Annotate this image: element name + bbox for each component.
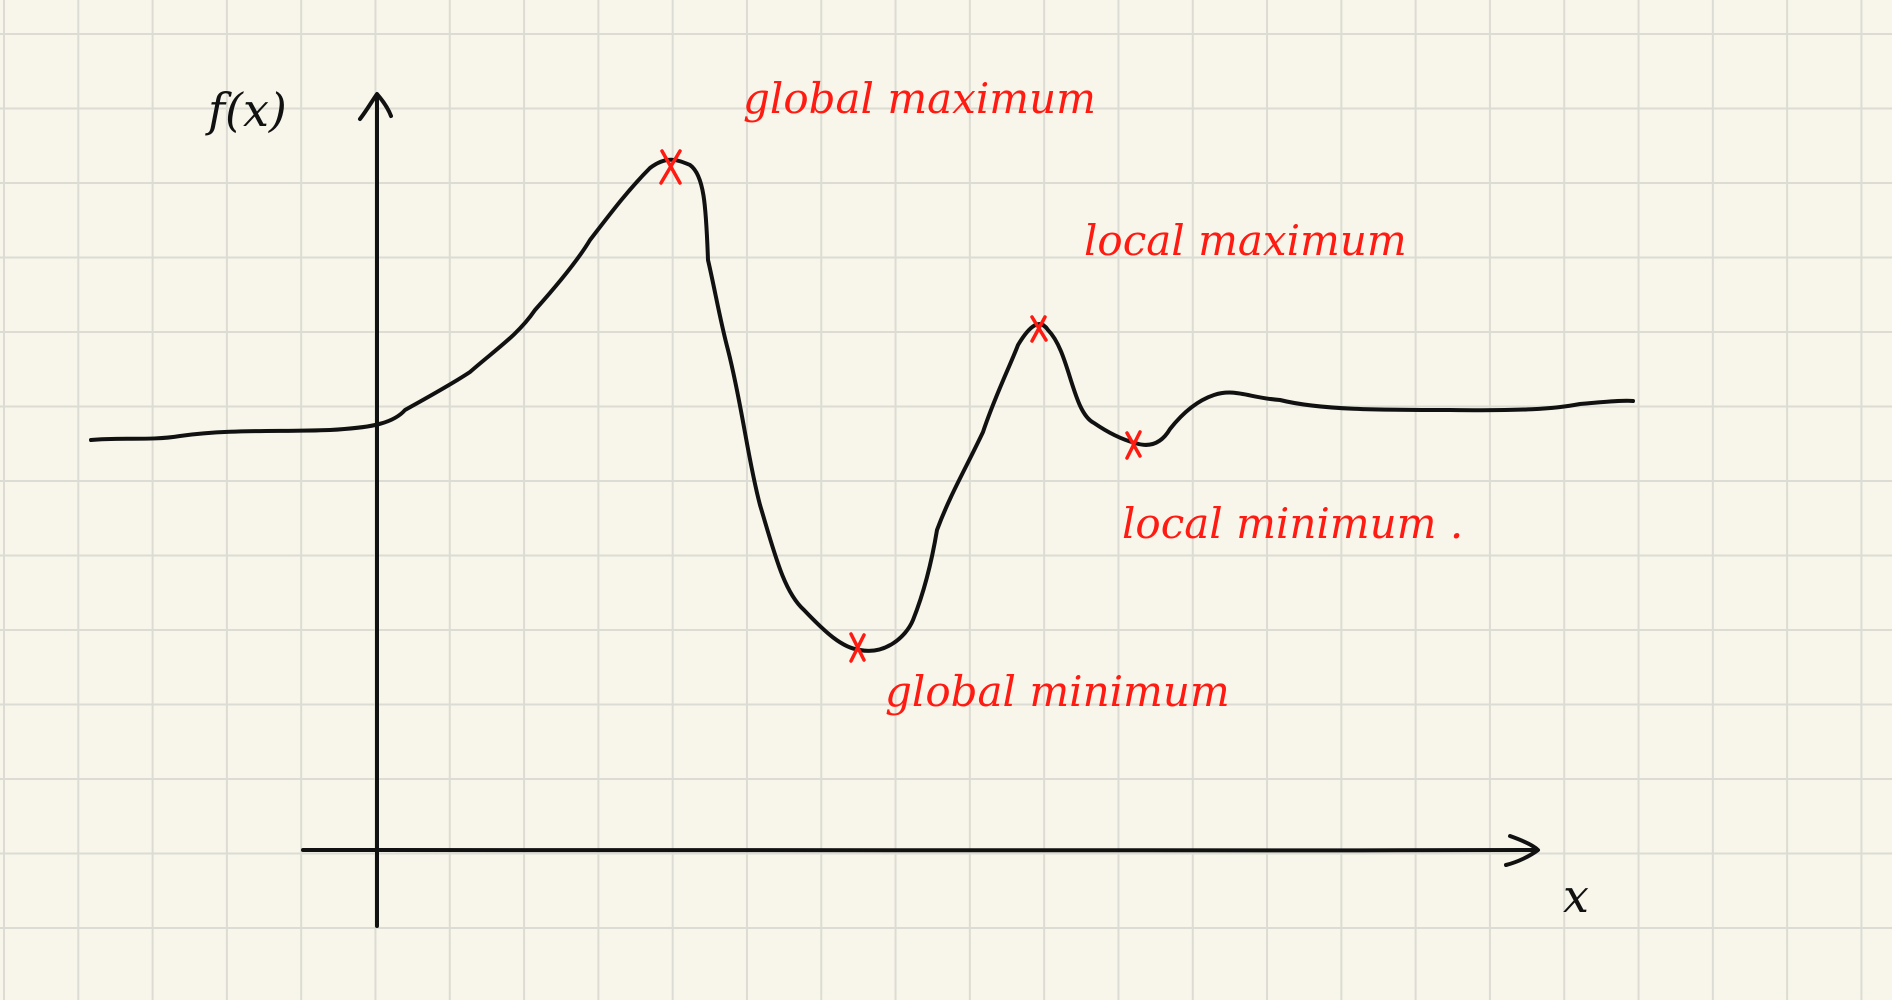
- y-axis-arrowhead: [358, 92, 393, 121]
- local-maximum-annotation: local maximum: [1084, 216, 1407, 265]
- function-curve: [89, 157, 1635, 653]
- y-axis-label: f(x): [205, 83, 287, 137]
- local-minimum-marker: [1125, 430, 1142, 460]
- local-minimum-annotation: local minimum .: [1122, 499, 1463, 548]
- global-minimum-annotation: global minimum: [885, 667, 1230, 716]
- local-maximum-marker: [1030, 315, 1048, 343]
- global-maximum-annotation: global maximum: [743, 74, 1096, 123]
- x-axis-label: x: [1563, 869, 1589, 923]
- x-axis-arrowhead: [1504, 834, 1540, 867]
- global-maximum-marker: [659, 149, 682, 185]
- global-minimum-marker: [849, 632, 866, 663]
- x-axis: [301, 848, 1536, 853]
